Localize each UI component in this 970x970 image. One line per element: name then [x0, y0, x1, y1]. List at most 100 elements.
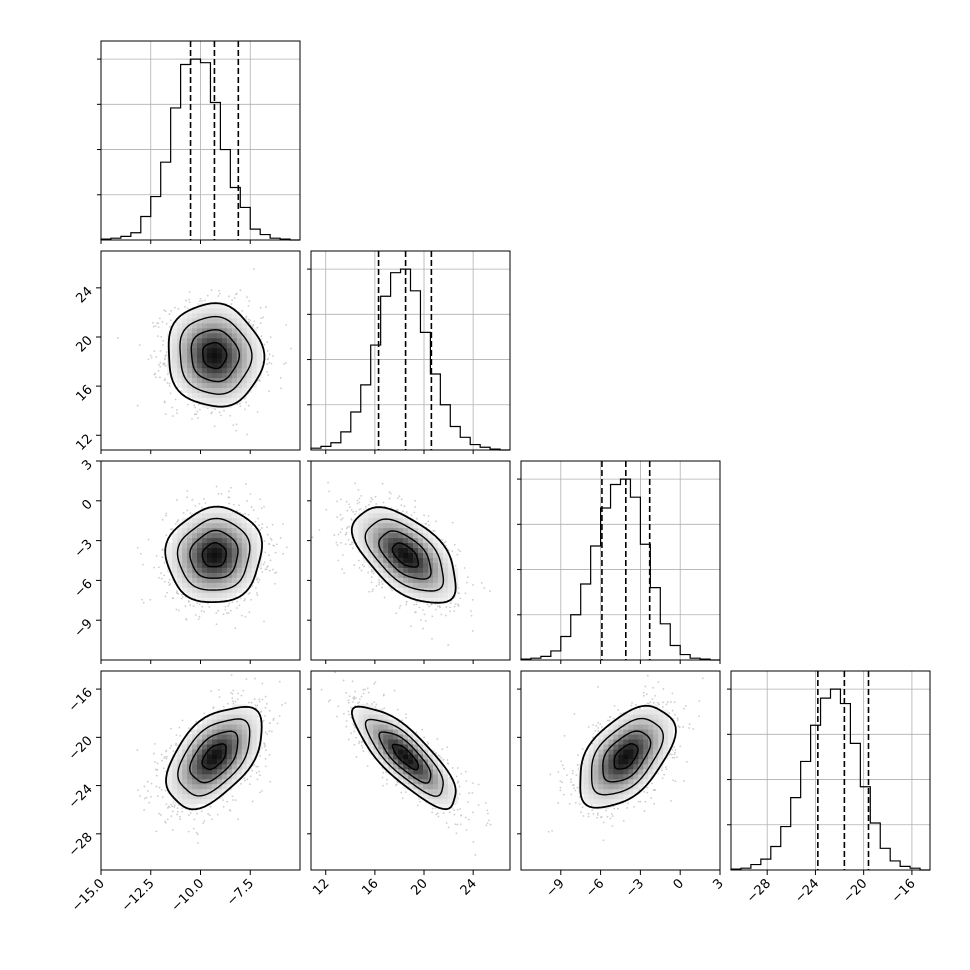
- scatter-point: [247, 513, 250, 516]
- density-cell: [197, 367, 203, 374]
- density-cell: [216, 352, 223, 359]
- density-cell: [216, 382, 223, 389]
- scatter-point: [380, 586, 383, 589]
- density-cell: [221, 567, 228, 573]
- density-cell: [192, 522, 198, 529]
- scatter-point: [194, 413, 197, 416]
- density-cell: [167, 562, 173, 568]
- density-cell: [368, 517, 374, 524]
- density-cell: [211, 577, 218, 583]
- density-cell: [226, 552, 233, 558]
- scatter-point: [174, 306, 176, 309]
- density-cell: [167, 542, 173, 549]
- density-cell: [353, 522, 359, 529]
- scatter-point: [337, 533, 340, 536]
- density-cell: [182, 372, 188, 379]
- density-cell: [211, 342, 218, 349]
- density-cell: [231, 527, 238, 534]
- scatter-point: [345, 531, 348, 534]
- scatter-point: [350, 508, 353, 511]
- scatter-point: [318, 529, 321, 531]
- scatter-point: [210, 412, 213, 415]
- density-cell: [251, 377, 258, 384]
- density-cell: [236, 357, 243, 364]
- scatter-point: [263, 343, 266, 346]
- scatter-point: [168, 313, 171, 315]
- density-cell: [216, 597, 223, 603]
- scatter-point: [229, 414, 232, 417]
- density-cell: [373, 517, 379, 524]
- density-cell: [177, 333, 183, 339]
- scatter-point: [165, 351, 168, 353]
- scatter-point: [157, 369, 160, 372]
- scatter-point: [266, 370, 268, 373]
- density-cell: [221, 552, 228, 558]
- scatter-point: [193, 404, 196, 407]
- density-cell: [182, 347, 188, 354]
- density-cell: [172, 537, 178, 544]
- density-cell: [246, 367, 253, 374]
- density-cell: [197, 397, 203, 403]
- scatter-point: [201, 299, 204, 302]
- density-cell: [231, 357, 238, 364]
- density-cell: [251, 542, 258, 549]
- density-cell: [251, 372, 258, 379]
- density-cell: [246, 527, 253, 534]
- density-cell: [187, 313, 193, 319]
- density-cell: [236, 342, 243, 349]
- scatter-point: [259, 306, 262, 309]
- density-cell: [241, 552, 248, 558]
- scatter-point: [136, 404, 139, 407]
- density-cell: [383, 517, 389, 524]
- scatter-point: [167, 581, 170, 584]
- scatter-point: [154, 376, 157, 379]
- scatter-point: [210, 289, 213, 291]
- scatter-point: [341, 528, 344, 530]
- scatter-point: [243, 397, 246, 400]
- density-cell: [197, 557, 203, 563]
- scatter-point: [194, 614, 197, 616]
- scatter-point: [440, 613, 443, 616]
- density-cell: [197, 357, 203, 364]
- density-cell: [378, 512, 384, 519]
- density-cell: [187, 557, 193, 563]
- density-cell: [383, 577, 389, 583]
- density-cell: [206, 362, 213, 369]
- scatter-point: [231, 299, 234, 302]
- scatter-point: [380, 580, 383, 583]
- density-cell: [187, 387, 193, 394]
- density-cell: [226, 347, 233, 354]
- scatter-point: [198, 502, 201, 505]
- scatter-point: [196, 410, 199, 413]
- density-cell: [388, 577, 394, 583]
- density-cell: [231, 557, 238, 563]
- density-cell: [226, 323, 233, 329]
- density-cell: [221, 318, 228, 324]
- scatter-point: [168, 584, 171, 587]
- density-cell: [182, 577, 188, 583]
- scatter-point: [325, 508, 328, 511]
- scatter-point: [166, 382, 169, 384]
- density-cell: [187, 318, 193, 324]
- scatter-point: [413, 603, 416, 606]
- scatter-point: [258, 578, 261, 581]
- density-cell: [197, 347, 203, 354]
- density-cell: [231, 392, 238, 399]
- density-cell: [251, 562, 258, 568]
- panel-content: [136, 483, 288, 630]
- scatter-point: [168, 578, 171, 581]
- density-cell: [187, 367, 193, 374]
- density-cell: [251, 362, 258, 369]
- density-cell: [383, 572, 389, 578]
- density-cell: [211, 537, 218, 544]
- scatter-point: [182, 512, 185, 514]
- density-cell: [206, 342, 213, 349]
- density-cell: [211, 318, 218, 324]
- scatter-point: [431, 637, 433, 640]
- density-cell: [187, 587, 193, 593]
- scatter-point: [239, 405, 242, 408]
- scatter-point: [234, 627, 237, 630]
- density-cell: [172, 542, 178, 549]
- contour-line: [190, 329, 241, 383]
- density-cell: [226, 357, 233, 364]
